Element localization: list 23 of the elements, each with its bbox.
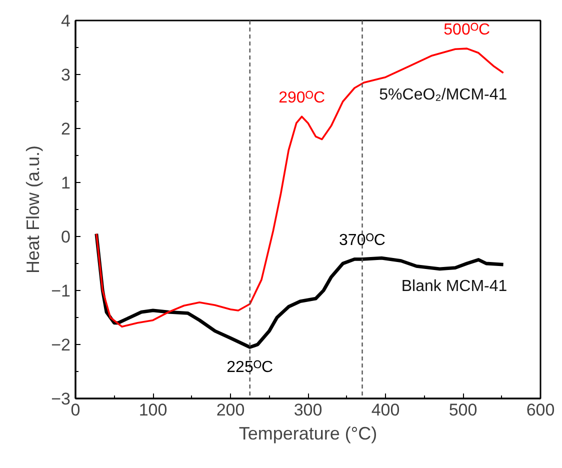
series-label: Blank MCM-41: [401, 278, 508, 296]
y-tick-label: 0: [61, 228, 71, 246]
y-tick-label: −2: [51, 336, 71, 354]
x-tick-label: 200: [216, 400, 245, 420]
y-tick-label: 2: [61, 120, 71, 138]
y-tick-label: 1: [61, 174, 71, 192]
y-tick-label: −1: [51, 282, 71, 300]
y-tick-label: 3: [61, 66, 71, 84]
annotation: 370ᴼC: [339, 232, 386, 250]
x-tick-label: 500: [448, 400, 478, 420]
line-series: [96, 48, 504, 328]
annotation: 225ᴼC: [226, 359, 274, 376]
y-tick-label: 4: [61, 12, 71, 30]
x-tick-label: 100: [138, 400, 168, 420]
x-axis-title: Temperature (°C): [238, 424, 378, 444]
series-label: 5%CeO₂/MCM-41: [379, 86, 508, 104]
y-axis-title: Heat Flow (a.u.): [23, 145, 44, 274]
x-tick-label: 300: [294, 400, 322, 420]
annotation: 500ᴼC: [444, 22, 490, 39]
x-tick-label: 600: [526, 400, 555, 420]
x-tick-label: 400: [371, 400, 400, 420]
annotation: 290ᴼC: [278, 90, 326, 107]
y-tick-label: −3: [51, 390, 71, 408]
